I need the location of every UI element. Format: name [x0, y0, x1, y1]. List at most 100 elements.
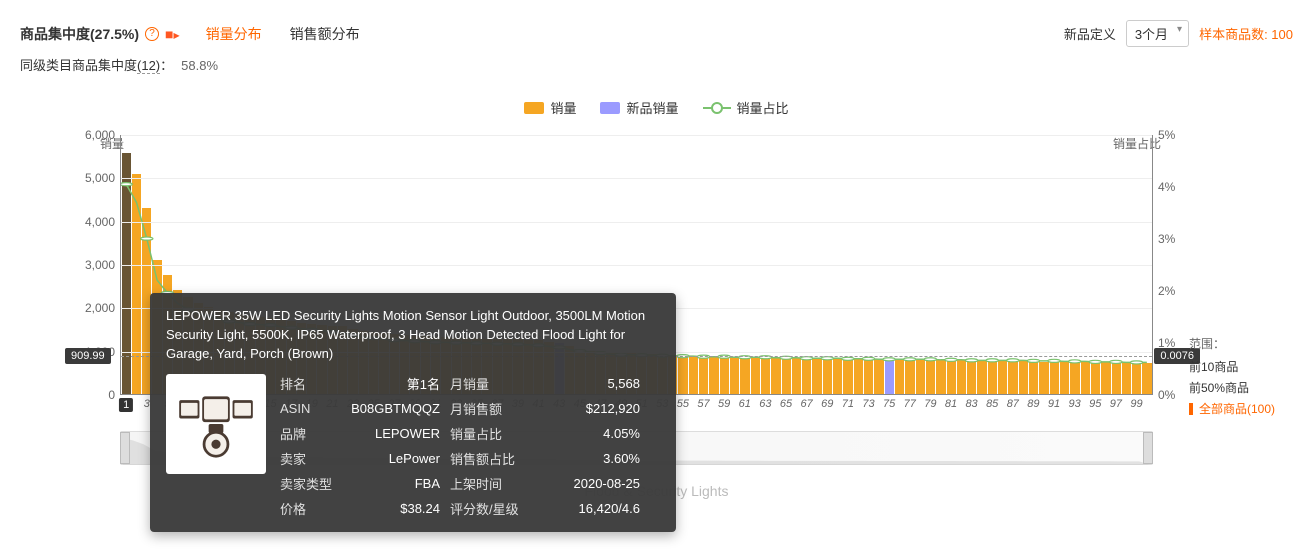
tooltip-value: 第1名	[340, 374, 450, 393]
bar[interactable]	[1019, 361, 1028, 394]
bar[interactable]	[895, 359, 904, 394]
x-tick: 69	[821, 398, 833, 410]
bar[interactable]	[885, 359, 894, 394]
bar[interactable]	[998, 361, 1007, 394]
bar[interactable]	[771, 358, 780, 394]
bar[interactable]	[1060, 362, 1069, 394]
bar[interactable]	[678, 355, 687, 394]
legend-line-swatch	[703, 107, 731, 109]
tab-sales-amount[interactable]: 销售额分布	[290, 24, 360, 44]
tooltip-value: 5,568	[520, 376, 640, 391]
tooltip-value: LePower	[340, 451, 450, 466]
bar[interactable]	[761, 358, 770, 394]
x-tick: 93	[1069, 398, 1081, 410]
help-icon[interactable]: ?	[145, 27, 159, 41]
product-icon	[170, 378, 262, 470]
bar[interactable]	[1050, 362, 1059, 395]
tooltip-key: 卖家	[280, 449, 340, 468]
bar[interactable]	[1070, 362, 1079, 394]
bar[interactable]	[122, 153, 131, 394]
bar[interactable]	[843, 359, 852, 394]
range-active-bar	[1189, 403, 1193, 415]
x-tick: 3	[144, 398, 150, 410]
bar[interactable]	[730, 357, 739, 394]
tooltip: LEPOWER 35W LED Security Lights Motion S…	[150, 293, 676, 532]
tabs: 销量分布 销售额分布	[206, 24, 360, 44]
bar[interactable]	[947, 360, 956, 394]
bar[interactable]	[1142, 363, 1151, 394]
bar[interactable]	[926, 360, 935, 394]
bar[interactable]	[689, 356, 698, 394]
tooltip-key: 月销量	[450, 374, 520, 393]
bar[interactable]	[1008, 361, 1017, 394]
y-left-tick: 2,000	[71, 301, 115, 315]
bar[interactable]	[833, 358, 842, 394]
bar[interactable]	[905, 360, 914, 394]
bar[interactable]	[1132, 363, 1141, 394]
bar[interactable]	[864, 359, 873, 394]
tooltip-key: 排名	[280, 374, 340, 393]
x-tick: 91	[1048, 398, 1060, 410]
bar[interactable]	[782, 358, 791, 394]
tooltip-value: LEPOWER	[340, 426, 450, 441]
bar[interactable]	[802, 358, 811, 394]
bar[interactable]	[709, 357, 718, 394]
x-tick: 65	[780, 398, 792, 410]
bar[interactable]	[967, 361, 976, 394]
x-tick: 81	[945, 398, 957, 410]
bar[interactable]	[977, 361, 986, 394]
y-right-tick: 2%	[1158, 284, 1192, 298]
x-tick: 97	[1110, 398, 1122, 410]
bar[interactable]	[1029, 362, 1038, 395]
bar[interactable]	[132, 174, 141, 394]
bar[interactable]	[740, 357, 749, 394]
x-tick: 57	[697, 398, 709, 410]
legend-item-volume[interactable]: 销量	[524, 98, 576, 117]
legend-swatch	[524, 102, 544, 114]
bar[interactable]	[1039, 362, 1048, 395]
bar[interactable]	[854, 359, 863, 394]
bar[interactable]	[823, 358, 832, 394]
bar[interactable]	[1081, 362, 1090, 394]
bar[interactable]	[916, 360, 925, 394]
header-right: 新品定义 3个月 样本商品数: 100	[1064, 20, 1293, 47]
range-all[interactable]: 全部商品(100)	[1189, 400, 1275, 417]
legend-item-share[interactable]: 销量占比	[703, 98, 789, 117]
tooltip-key: 销量占比	[450, 424, 520, 443]
y-left-tick: 4,000	[71, 215, 115, 229]
bar[interactable]	[1091, 362, 1100, 394]
period-select[interactable]: 3个月	[1126, 20, 1189, 47]
brush-handle-right[interactable]	[1143, 432, 1153, 464]
brush-handle-left[interactable]	[120, 432, 130, 464]
bar[interactable]	[936, 360, 945, 394]
x-tick: 95	[1089, 398, 1101, 410]
bar[interactable]	[1122, 363, 1131, 394]
bar[interactable]	[1112, 362, 1121, 394]
bar[interactable]	[792, 358, 801, 394]
tooltip-key: ASIN	[280, 401, 340, 416]
legend-label: 新品销量	[626, 98, 678, 117]
bar[interactable]	[751, 358, 760, 394]
bar[interactable]	[957, 360, 966, 394]
x-tick: 73	[862, 398, 874, 410]
bar[interactable]	[812, 358, 821, 394]
legend-item-new[interactable]: 新品销量	[600, 98, 678, 117]
bar[interactable]	[874, 359, 883, 394]
video-icon[interactable]: ■▶	[165, 26, 180, 42]
x-tick: 99	[1130, 398, 1142, 410]
bar[interactable]	[699, 356, 708, 394]
legend-label: 销量	[550, 98, 576, 117]
x-tick: 83	[965, 398, 977, 410]
tooltip-key: 销售额占比	[450, 449, 520, 468]
sample-count: 样本商品数: 100	[1199, 24, 1293, 43]
tooltip-key: 价格	[280, 499, 340, 518]
bar[interactable]	[1101, 362, 1110, 394]
tooltip-value: 4.05%	[520, 426, 640, 441]
bar[interactable]	[988, 361, 997, 394]
tab-sales-volume[interactable]: 销量分布	[206, 24, 262, 44]
bar[interactable]	[720, 357, 729, 394]
range-top10[interactable]: 前10商品	[1189, 358, 1275, 375]
x-tick: 77	[904, 398, 916, 410]
range-top50pct[interactable]: 前50%商品	[1189, 379, 1275, 396]
x-tick: 71	[842, 398, 854, 410]
